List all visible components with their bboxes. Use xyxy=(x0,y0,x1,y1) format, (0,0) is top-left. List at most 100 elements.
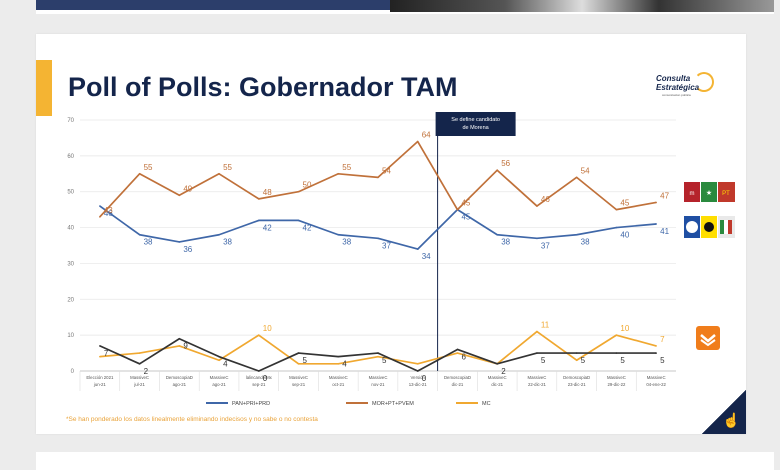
series-point xyxy=(496,363,499,365)
legend-label: PAN+PRI+PRD xyxy=(232,401,270,407)
data-label: 49 xyxy=(183,184,192,193)
title-accent-bar xyxy=(36,60,52,116)
series-point xyxy=(655,352,657,354)
x-tick-label: jul-21 xyxy=(133,382,145,387)
data-label: 11 xyxy=(541,321,550,330)
x-tick-label: MassiveC xyxy=(488,375,507,380)
series-point xyxy=(575,352,578,354)
x-tick-label: ago-21 xyxy=(212,382,226,387)
x-tick-label: MassiveC xyxy=(210,375,229,380)
series-point xyxy=(178,241,181,243)
logo-text-3: comunicacion política xyxy=(662,93,691,97)
cursor-hand-icon[interactable]: ☝ xyxy=(722,412,740,428)
series-point xyxy=(218,233,220,236)
series-point xyxy=(377,352,379,354)
x-tick-label: DemoscopiaD xyxy=(444,375,471,380)
data-label: 38 xyxy=(342,238,351,247)
data-label: 38 xyxy=(501,238,510,247)
series-point xyxy=(456,348,459,351)
series-point xyxy=(178,345,181,347)
data-label: 4 xyxy=(223,360,228,369)
data-label: 34 xyxy=(422,252,431,261)
series-point xyxy=(337,363,340,365)
series-point xyxy=(337,172,340,175)
series-point xyxy=(258,198,260,200)
x-tick-label: Versión xyxy=(411,375,426,380)
slide-title: Poll of Polls: Gobernador TAM xyxy=(68,72,458,102)
series-point xyxy=(218,172,220,175)
data-label: 36 xyxy=(183,245,192,254)
x-tick-label: 13-dic-21 xyxy=(409,382,428,387)
data-label: 47 xyxy=(660,191,669,200)
series-point xyxy=(138,352,141,354)
series-point xyxy=(138,363,141,365)
annotation-text: de Morena xyxy=(462,125,489,131)
x-tick-label: 22-dic-21 xyxy=(528,382,547,387)
series-point xyxy=(416,248,419,250)
slide-corner xyxy=(702,390,746,434)
data-label: 46 xyxy=(104,209,113,218)
series-point xyxy=(536,205,538,207)
footnote: *Se han ponderado los datos linealmente … xyxy=(66,416,318,423)
series-point xyxy=(99,205,101,207)
x-tick-label: MassiveC xyxy=(527,375,546,380)
data-label: 37 xyxy=(541,241,550,250)
series-point xyxy=(337,233,340,236)
x-tick-label: jun-21 xyxy=(93,382,107,387)
consulta-estrategica-logo: Consulta Estratégica comunicacion políti… xyxy=(656,72,718,102)
y-tick-label: 50 xyxy=(67,190,74,196)
y-tick-label: 70 xyxy=(67,118,74,124)
data-label: 38 xyxy=(144,238,153,247)
svg-text:★: ★ xyxy=(706,189,712,197)
series-point xyxy=(416,363,419,365)
x-tick-label: Elección 2021 xyxy=(86,375,114,380)
series-point xyxy=(297,219,300,222)
annotation-box xyxy=(435,112,516,136)
series-point xyxy=(218,355,220,358)
data-label: 55 xyxy=(223,163,232,172)
data-label: 9 xyxy=(183,342,188,351)
data-label: 56 xyxy=(501,159,510,168)
previous-slide-band xyxy=(36,0,390,10)
x-tick-label: nov-21 xyxy=(371,382,385,387)
y-tick-label: 60 xyxy=(67,154,74,160)
series-point xyxy=(615,208,618,211)
series-point xyxy=(258,219,260,222)
logo-ring-icon xyxy=(694,72,714,92)
series-point xyxy=(297,363,300,365)
logo-text-2: Estratégica xyxy=(656,83,700,92)
y-tick-label: 40 xyxy=(67,226,74,232)
data-label: 64 xyxy=(422,131,431,140)
series-point xyxy=(377,176,379,179)
x-tick-label: 29-dic-22 xyxy=(607,382,626,387)
x-tick-label: DemoscopiaD xyxy=(166,375,193,380)
x-tick-label: dic-21 xyxy=(491,382,503,387)
data-label: 6 xyxy=(461,352,466,361)
data-label: 2 xyxy=(144,367,149,376)
data-label: 50 xyxy=(303,181,312,190)
svg-text:PT: PT xyxy=(722,191,730,197)
x-tick-label: sep-21 xyxy=(252,382,266,387)
data-label: 0 xyxy=(422,374,427,383)
series-point xyxy=(138,172,141,175)
data-label: 4 xyxy=(342,360,347,369)
series-point xyxy=(218,359,220,362)
x-tick-label: MassiveC xyxy=(369,375,388,380)
x-tick-label: 23-dic-21 xyxy=(568,382,587,387)
series-point xyxy=(575,176,578,179)
pan-pri-prd-logo xyxy=(684,216,736,238)
x-tick-label: lalincandelMx xyxy=(246,375,273,380)
series-point xyxy=(258,370,260,372)
series-point xyxy=(99,345,101,347)
series-line xyxy=(99,140,657,218)
x-tick-label: 04-ene-22 xyxy=(646,382,666,387)
series-point xyxy=(456,208,459,211)
legend-label: MC xyxy=(482,401,491,407)
x-tick-label: MassiveC xyxy=(607,375,626,380)
data-label: 10 xyxy=(620,324,629,333)
series-point xyxy=(536,237,538,240)
data-label: 38 xyxy=(223,238,232,247)
data-label: 42 xyxy=(263,223,272,232)
x-tick-label: MassiveC xyxy=(329,375,348,380)
